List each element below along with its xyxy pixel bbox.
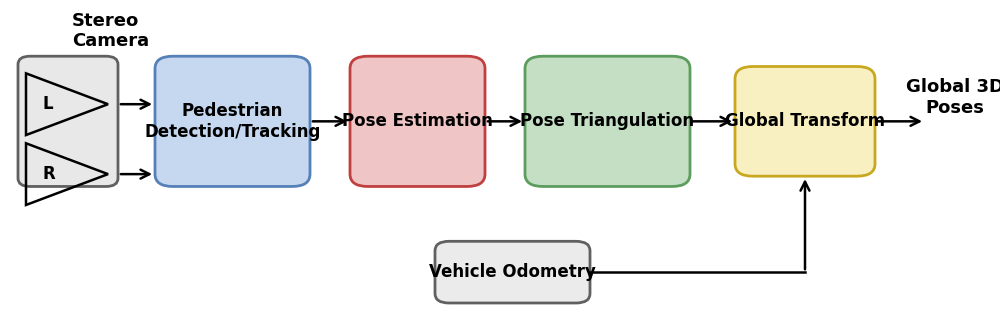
Text: Stereo
Camera: Stereo Camera [72, 12, 149, 50]
Text: Pedestrian
Detection/Tracking: Pedestrian Detection/Tracking [144, 102, 321, 141]
Text: Global 3D
Poses: Global 3D Poses [906, 78, 1000, 117]
Text: L: L [42, 95, 53, 113]
FancyBboxPatch shape [735, 66, 875, 176]
FancyBboxPatch shape [18, 56, 118, 186]
Text: Pose Triangulation: Pose Triangulation [520, 112, 695, 130]
Text: Pose Estimation: Pose Estimation [342, 112, 493, 130]
FancyBboxPatch shape [350, 56, 485, 186]
Text: Vehicle Odometry: Vehicle Odometry [429, 263, 596, 281]
FancyBboxPatch shape [435, 241, 590, 303]
Text: Global Transform: Global Transform [725, 112, 885, 130]
FancyBboxPatch shape [155, 56, 310, 186]
FancyBboxPatch shape [525, 56, 690, 186]
Text: R: R [42, 165, 55, 183]
